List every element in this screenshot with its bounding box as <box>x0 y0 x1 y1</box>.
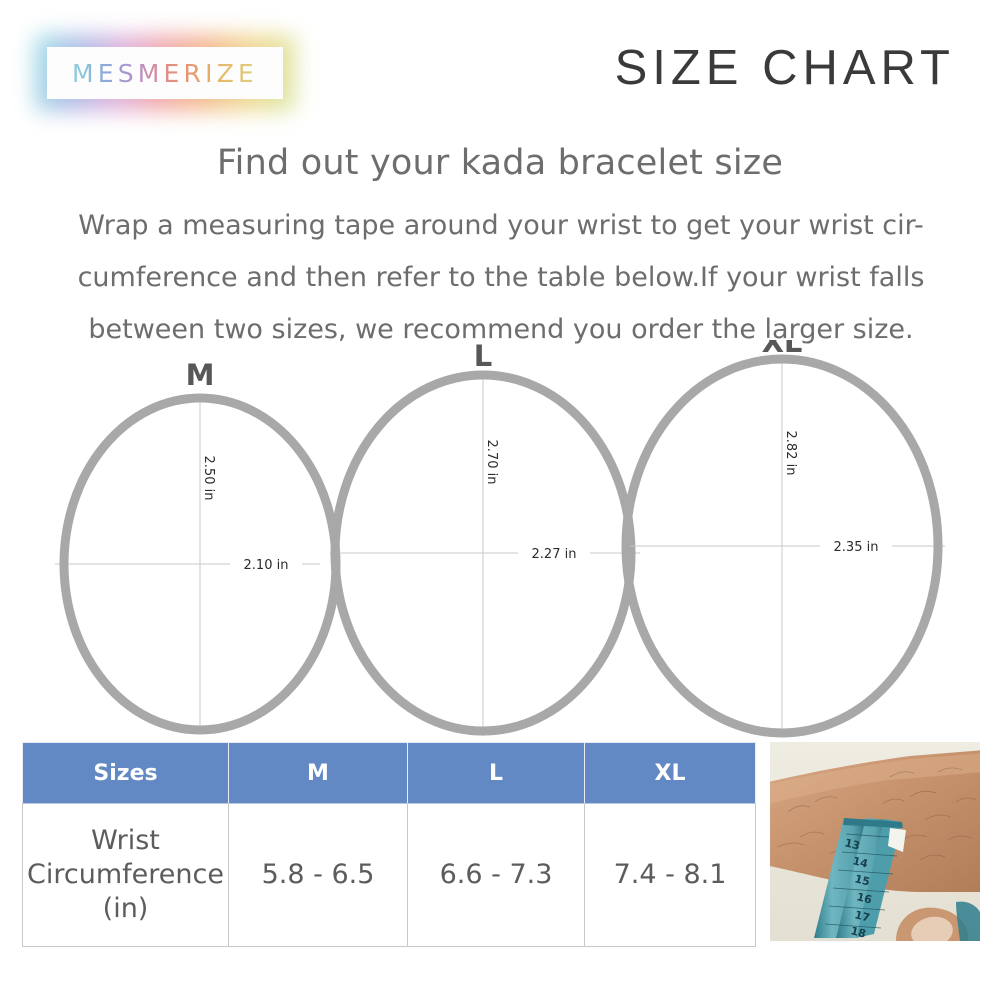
row-label-line-1: Wrist <box>91 825 160 856</box>
tape-number-17: 17 <box>853 908 871 924</box>
table-header-row: Sizes M L XL <box>22 742 756 804</box>
measuring-tape-mid <box>836 818 888 938</box>
wrist-measurement-photo: 13 14 15 16 17 18 <box>770 742 980 941</box>
tape-marker-tab <box>888 828 906 852</box>
logo-plate: MESMERIZE <box>47 47 283 99</box>
width-label-m: 2.10 in <box>244 558 289 573</box>
tape-number-13: 13 <box>843 836 861 852</box>
size-chart-table: Sizes M L XL Wrist Circumference (in) 5.… <box>22 742 756 947</box>
measuring-tape <box>814 818 866 938</box>
size-diagram-l: L 2.70 in 2.27 in <box>330 340 640 736</box>
width-label-bg-l <box>518 544 590 562</box>
ellipse-xl <box>621 354 943 738</box>
tape-tail <box>956 901 980 941</box>
section-heading: Find out your kada bracelet size <box>216 143 784 183</box>
intro-paragraph: Wrap a measuring tape around your wrist … <box>48 200 954 356</box>
column-header-l: L <box>407 742 585 804</box>
tape-number-16: 16 <box>855 890 873 906</box>
width-label-bg-xl <box>820 537 892 555</box>
arm-hair <box>777 767 977 861</box>
height-label-xl: 2.82 in <box>783 431 798 476</box>
brand-name: MESMERIZE <box>71 58 259 88</box>
measuring-tape-top-edge <box>843 818 903 828</box>
tape-number-14: 14 <box>851 854 869 870</box>
intro-line-3: between two sizes, we recommend you orde… <box>88 314 914 345</box>
size-diagram-xl: XL 2.82 in 2.35 in <box>621 340 945 738</box>
height-label-m: 2.50 in <box>201 456 216 501</box>
size-label-l: L <box>474 340 492 373</box>
width-label-xl: 2.35 in <box>834 540 879 555</box>
intro-line-1: Wrap a measuring tape around your wrist … <box>78 210 924 241</box>
row-label-line-3: (in) <box>102 893 149 924</box>
column-header-sizes: Sizes <box>22 742 229 804</box>
size-label-xl: XL <box>762 340 803 359</box>
cell-wrist-l: 6.6 - 7.3 <box>407 803 585 947</box>
intro-line-2: cumference and then refer to the table b… <box>77 262 925 293</box>
height-label-l: 2.70 in <box>484 440 499 485</box>
size-label-m: M <box>186 358 215 392</box>
size-diagrams: M 2.50 in 2.10 in L 2.70 in 2.27 in XL 2… <box>0 340 1000 740</box>
cell-wrist-xl: 7.4 - 8.1 <box>584 803 756 947</box>
brand-logo: MESMERIZE <box>35 35 295 111</box>
column-header-xl: XL <box>584 742 756 804</box>
row-label-line-2: Circumference <box>27 859 224 890</box>
forearm-highlight <box>770 753 980 804</box>
tape-number-18: 18 <box>849 924 867 940</box>
width-label-bg-m <box>230 555 302 573</box>
size-diagram-m: M 2.50 in 2.10 in <box>55 358 341 735</box>
row-label-wrist-circumference: Wrist Circumference (in) <box>22 803 229 947</box>
ellipse-l <box>330 370 636 736</box>
width-label-l: 2.27 in <box>532 547 577 562</box>
cell-wrist-m: 5.8 - 6.5 <box>228 803 408 947</box>
page-title: SIZE CHART <box>614 41 955 95</box>
column-header-m: M <box>228 742 408 804</box>
measuring-tape-edge <box>856 819 902 938</box>
table-row: Wrist Circumference (in) 5.8 - 6.5 6.6 -… <box>22 803 756 947</box>
tape-number-15: 15 <box>853 872 871 888</box>
thumbnail <box>911 916 953 941</box>
tape-numbers: 13 14 15 16 17 18 <box>843 836 873 940</box>
